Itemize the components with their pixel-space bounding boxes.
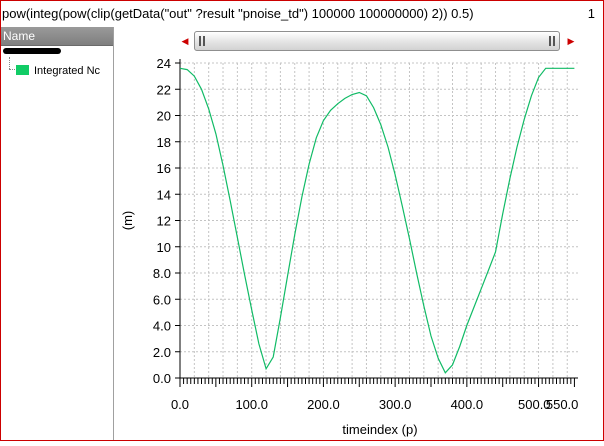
redacted-tree-root <box>3 48 61 54</box>
y-tick-label: 14 <box>157 187 171 202</box>
triangle-right-icon[interactable]: ▶ <box>567 35 575 46</box>
plot-area[interactable]: 0.0 100.0 200.0 300.0 400.0 500.0 550.0 0.0 2.0 4… <box>114 54 604 441</box>
expression-title: pow(integ(pow(clip(getData("out" ?result… <box>2 6 474 21</box>
x-tick-label: 100.0 <box>235 397 268 412</box>
x-tick-label: 500.0 <box>518 397 551 412</box>
y-tick-label: 8.0 <box>153 266 171 281</box>
tree-connector-horizontal <box>9 69 15 70</box>
scroll-thumb[interactable] <box>194 31 560 51</box>
tree-connector-vertical <box>9 57 10 69</box>
thumb-grip-left <box>199 36 201 46</box>
thumb-grip-right-2 <box>549 36 551 46</box>
x-axis-label: timeindex (p) <box>342 422 417 437</box>
scroll-track[interactable] <box>194 31 560 51</box>
legend-sidebar: Name Integrated Nc <box>1 27 114 440</box>
x-tick-label: 550.0 <box>546 397 579 412</box>
thumb-grip-left-2 <box>203 36 205 46</box>
triangle-left-icon[interactable]: ◀ <box>181 35 189 46</box>
y-tick-label: 0.0 <box>153 371 171 386</box>
y-tick-label: 10 <box>157 240 171 255</box>
y-tick-label: 2.0 <box>153 345 171 360</box>
legend-item-label: Integrated Nc <box>34 65 101 77</box>
y-tick-label: 12 <box>157 214 171 229</box>
x-tick-label: 200.0 <box>307 397 340 412</box>
horizontal-scrollbar[interactable]: ◀ ▶ <box>178 29 578 53</box>
y-tick-label: 24 <box>157 56 171 71</box>
x-tick-label: 0.0 <box>171 397 189 412</box>
y-tick-label: 4.0 <box>153 319 171 334</box>
y-tick-label: 6.0 <box>153 292 171 307</box>
y-tick-label: 20 <box>157 109 171 124</box>
legend-item-integrated-noise[interactable]: Integrated Nc <box>16 63 113 79</box>
page-number: 1 <box>587 6 595 21</box>
name-column-header[interactable]: Name <box>1 27 113 46</box>
y-tick-label: 18 <box>157 135 171 150</box>
x-tick-label: 400.0 <box>451 397 484 412</box>
thumb-grip-right <box>553 36 555 46</box>
y-tick-label: 22 <box>157 82 171 97</box>
legend-color-swatch <box>16 65 29 76</box>
y-axis-label: (m) <box>120 211 135 231</box>
expression-title-bar: pow(integ(pow(clip(getData("out" ?result… <box>1 1 603 27</box>
series-line-integrated-noise <box>179 67 575 374</box>
x-tick-label: 300.0 <box>379 397 412 412</box>
y-tick-label: 16 <box>157 161 171 176</box>
